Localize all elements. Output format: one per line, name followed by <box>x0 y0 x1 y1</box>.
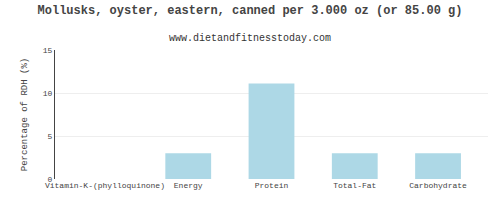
svg-text:www.dietandfitnesstoday.com: www.dietandfitnesstoday.com <box>169 33 331 44</box>
svg-text:5: 5 <box>48 132 53 141</box>
svg-text:Mollusks, oyster, eastern, can: Mollusks, oyster, eastern, canned per 3.… <box>38 4 463 18</box>
svg-text:15: 15 <box>43 46 53 55</box>
svg-text:0: 0 <box>48 175 53 184</box>
svg-text:Protein: Protein <box>255 181 289 190</box>
svg-text:Vitamin-K-(phylloquinone): Vitamin-K-(phylloquinone) <box>45 181 165 190</box>
svg-text:Total-Fat: Total-Fat <box>333 181 376 190</box>
svg-text:Percentage of RDH (%): Percentage of RDH (%) <box>20 58 30 171</box>
svg-text:10: 10 <box>43 89 53 98</box>
svg-text:Carbohydrate: Carbohydrate <box>409 181 467 190</box>
svg-text:Energy: Energy <box>174 181 203 190</box>
